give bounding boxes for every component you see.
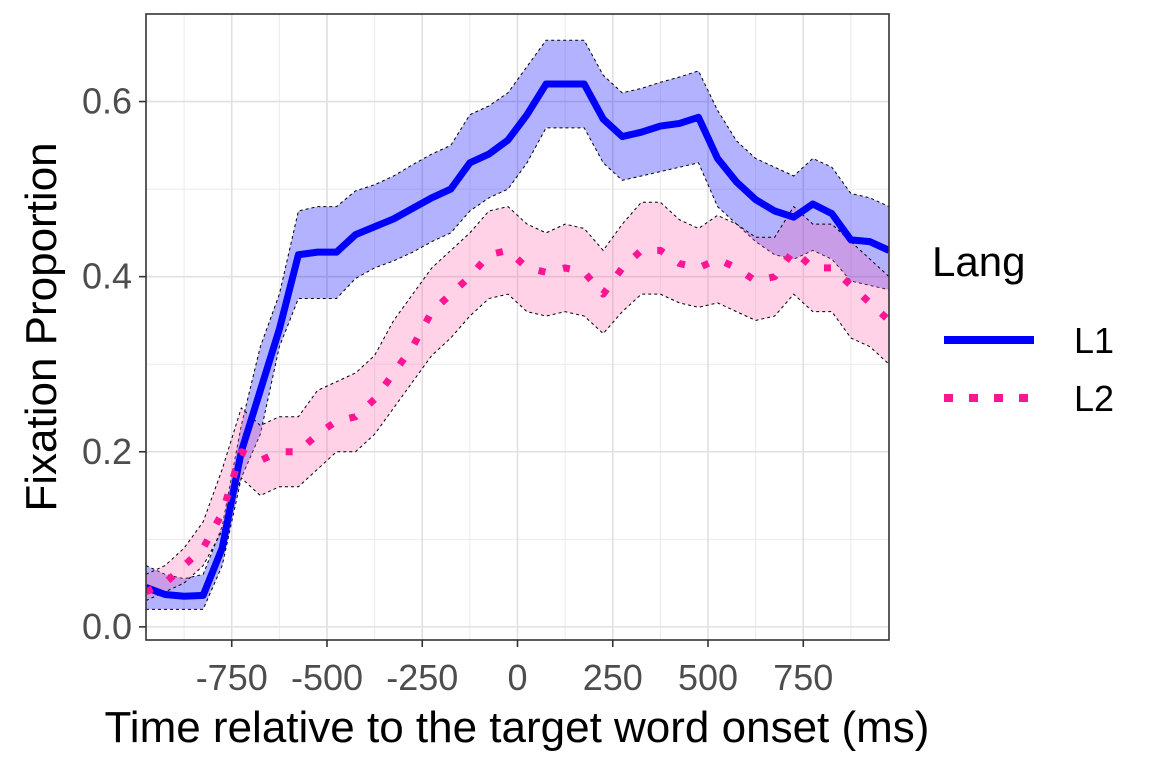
x-tick-label: 750 bbox=[773, 657, 833, 698]
x-axis: -750 -500 -250 0 250 500 750 bbox=[196, 640, 833, 698]
legend-label-l2: L2 bbox=[1074, 378, 1114, 419]
y-tick-label: 0.6 bbox=[82, 81, 132, 122]
series-line-l1 bbox=[146, 80, 889, 600]
legend-title: Lang bbox=[932, 238, 1025, 285]
y-axis-title: Fixation Proportion bbox=[17, 142, 66, 511]
legend: Lang L1 L2 bbox=[932, 238, 1114, 419]
ribbon-upper-edge-l1 bbox=[146, 39, 889, 580]
series-lines bbox=[146, 80, 889, 600]
legend-label-l1: L1 bbox=[1074, 320, 1114, 361]
x-tick-label: 250 bbox=[583, 657, 643, 698]
x-tick-label: -500 bbox=[291, 657, 363, 698]
ribbon-upper-edge-l2 bbox=[146, 201, 889, 575]
ribbon-l2 bbox=[146, 202, 889, 601]
x-tick-label: -750 bbox=[196, 657, 268, 698]
x-tick-label: -250 bbox=[386, 657, 458, 698]
y-tick-label: 0.4 bbox=[82, 256, 132, 297]
grid-major bbox=[146, 14, 889, 640]
ribbon-lower-edge-l1 bbox=[146, 127, 889, 610]
x-tick-label: 0 bbox=[507, 657, 527, 698]
series-line-l2 bbox=[146, 246, 889, 596]
x-axis-title: Time relative to the target word onset (… bbox=[105, 703, 930, 752]
x-tick-label: 500 bbox=[678, 657, 738, 698]
y-tick-label: 0.0 bbox=[82, 606, 132, 647]
y-axis: 0.0 0.2 0.4 0.6 bbox=[82, 81, 146, 647]
ribbon-lower-edge-l2 bbox=[146, 293, 889, 602]
y-tick-label: 0.2 bbox=[82, 431, 132, 472]
